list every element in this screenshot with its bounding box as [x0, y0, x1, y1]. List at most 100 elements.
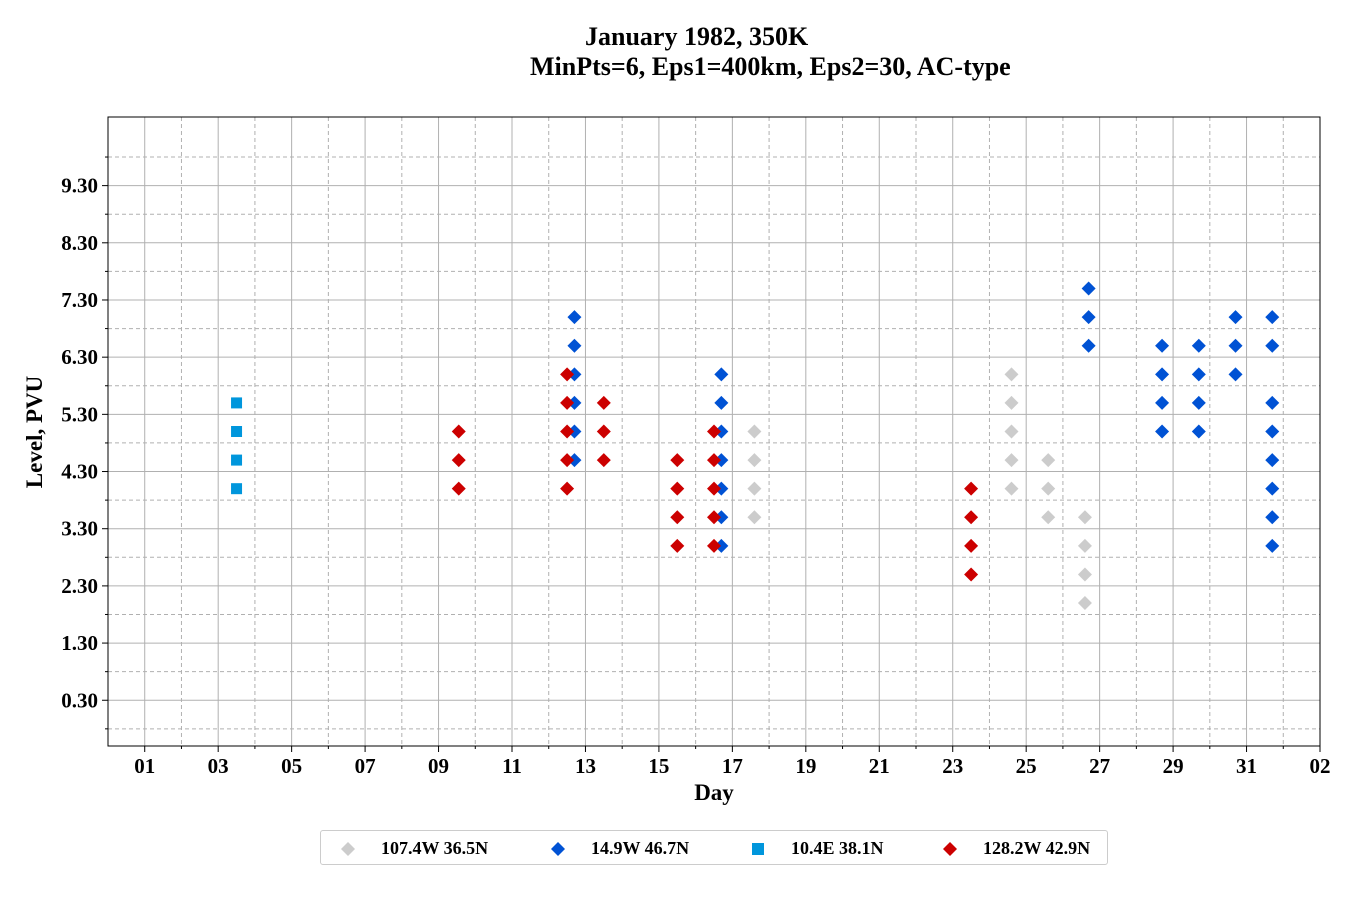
y-axis-label: Level, PVU [22, 375, 47, 488]
data-point-diamond [1004, 395, 1019, 410]
y-tick-label: 8.30 [61, 231, 98, 255]
data-point-diamond [560, 481, 575, 496]
chart-title: January 1982, 350K [585, 22, 809, 51]
x-tick-label: 09 [428, 754, 449, 778]
data-point-square [231, 454, 243, 466]
data-point-diamond [1041, 453, 1056, 468]
legend-label: 107.4W 36.5N [381, 838, 489, 858]
axis-ticks: 01 03 05 07 09 11 13 15 17 19 21 23 25 27 29 31 02 0.30 1.… [61, 156, 1331, 778]
x-tick-label: 31 [1236, 754, 1257, 778]
data-point-diamond [1265, 510, 1280, 525]
y-tick-label: 0.30 [61, 688, 98, 712]
data-point-diamond [964, 538, 979, 553]
data-point-diamond [1077, 538, 1092, 553]
data-point-diamond [747, 510, 762, 525]
x-tick-label: 21 [869, 754, 890, 778]
data-point-diamond [747, 453, 762, 468]
legend: 107.4W 36.5N 14.9W 46.7N 10.4E 38.1N 128… [320, 830, 1108, 865]
data-point-square [231, 397, 243, 409]
data-point-diamond [1041, 481, 1056, 496]
y-tick-label: 1.30 [61, 631, 98, 655]
data-point-diamond [714, 510, 729, 525]
square-marker-icon [752, 842, 764, 855]
data-point-diamond [707, 510, 721, 525]
data-point-diamond [451, 424, 466, 439]
data-point-diamond [670, 453, 685, 468]
x-tick-label: 17 [722, 754, 743, 778]
data-point-diamond [1191, 338, 1206, 353]
data-point-diamond [560, 453, 575, 468]
x-tick-label: 13 [575, 754, 596, 778]
legend-item: 10.4E 38.1N [751, 831, 884, 866]
data-points [231, 281, 1280, 611]
legend-item: 107.4W 36.5N [341, 831, 488, 866]
x-tick-label: 05 [281, 754, 302, 778]
y-tick-label: 2.30 [61, 574, 98, 598]
data-point-diamond [596, 453, 611, 468]
x-tick-label: 07 [355, 754, 376, 778]
data-point-diamond [714, 424, 729, 439]
y-tick-label: 6.30 [61, 345, 98, 369]
data-point-diamond [670, 481, 685, 496]
data-point-diamond [1004, 481, 1019, 496]
data-point-square [231, 426, 243, 437]
y-tick-label: 9.30 [61, 174, 98, 198]
data-point-diamond [1155, 395, 1170, 410]
data-point-diamond [1155, 367, 1170, 382]
x-tick-label: 01 [134, 754, 155, 778]
data-point-diamond [714, 538, 729, 553]
data-point-diamond [1265, 338, 1280, 353]
data-point-diamond [451, 453, 466, 468]
data-point-diamond [567, 367, 582, 382]
data-point-diamond [670, 510, 685, 525]
data-point-diamond [1191, 367, 1206, 382]
data-point-diamond [707, 453, 721, 468]
diamond-marker-icon [943, 841, 957, 856]
chart-subtitle: MinPts=6, Eps1=400km, Eps2=30, AC-type [530, 52, 1011, 81]
data-point-square [231, 483, 243, 495]
legend-label: 14.9W 46.7N [591, 838, 690, 858]
data-point-diamond [1191, 424, 1206, 439]
data-point-diamond [1265, 395, 1280, 410]
x-tick-label: 02 [1310, 754, 1331, 778]
data-point-diamond [1004, 453, 1019, 468]
data-point-diamond [1004, 424, 1019, 439]
data-point-diamond [1077, 510, 1092, 525]
data-point-diamond [567, 424, 582, 439]
data-point-diamond [670, 538, 685, 553]
data-point-diamond [1155, 424, 1170, 439]
data-point-diamond [1265, 481, 1280, 496]
data-point-diamond [560, 367, 575, 382]
x-tick-label: 23 [942, 754, 963, 778]
legend-label: 128.2W 42.9N [983, 838, 1091, 858]
data-point-diamond [567, 395, 582, 410]
data-point-diamond [1265, 453, 1280, 468]
x-tick-label: 15 [648, 754, 669, 778]
legend-item: 14.9W 46.7N [551, 831, 689, 866]
data-point-diamond [1265, 424, 1280, 439]
data-point-diamond [567, 453, 582, 468]
data-point-diamond [1265, 538, 1280, 553]
data-point-diamond [560, 424, 575, 439]
data-point-diamond [707, 481, 721, 496]
diamond-marker-icon [341, 841, 355, 856]
data-point-diamond [1191, 395, 1206, 410]
data-point-diamond [707, 424, 721, 439]
data-point-diamond [714, 395, 729, 410]
y-tick-label: 7.30 [61, 288, 98, 312]
data-point-diamond [714, 453, 729, 468]
data-point-diamond [1004, 367, 1019, 382]
legend-item: 128.2W 42.9N [943, 831, 1090, 866]
data-point-diamond [964, 481, 979, 496]
data-point-diamond [560, 395, 575, 410]
plot-frame [107, 116, 1321, 747]
x-tick-label: 03 [208, 754, 229, 778]
x-axis-label: Day [694, 780, 734, 805]
data-point-diamond [1228, 367, 1243, 382]
data-point-diamond [1081, 338, 1096, 353]
data-point-diamond [1265, 310, 1280, 325]
data-point-diamond [964, 567, 979, 582]
data-point-diamond [567, 338, 582, 353]
y-tick-label: 4.30 [61, 460, 98, 484]
